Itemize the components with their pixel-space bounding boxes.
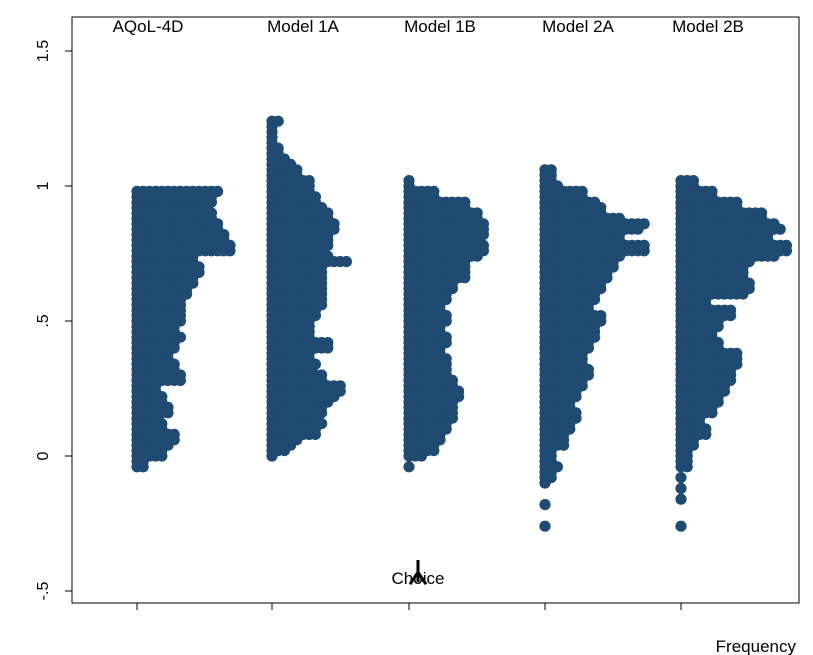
dot-markers	[131, 115, 793, 532]
data-point	[595, 310, 607, 322]
data-point	[272, 115, 284, 127]
data-point	[224, 245, 236, 257]
data-point	[725, 304, 737, 316]
y-tick-label: 1	[35, 181, 52, 190]
series-label: AQoL-4D	[113, 17, 184, 36]
y-tick-label: .5	[35, 314, 52, 327]
series-dots	[266, 115, 352, 462]
series-label: Model 2A	[542, 17, 614, 36]
data-point	[156, 450, 168, 462]
data-point	[303, 175, 315, 187]
data-point	[539, 499, 551, 511]
series-label: Model 1B	[404, 17, 476, 36]
data-point	[638, 218, 650, 230]
data-point	[539, 520, 551, 532]
x-axis-label: Frequency	[716, 637, 797, 655]
data-point	[403, 461, 415, 473]
data-point	[613, 212, 626, 224]
data-point	[174, 374, 186, 386]
series-dots	[403, 175, 489, 473]
data-point	[471, 207, 483, 219]
data-point	[675, 493, 687, 505]
data-point	[638, 239, 650, 251]
series-dots	[539, 164, 650, 532]
data-point	[340, 256, 352, 268]
y-axis: -.5 0 .5 1 1.5	[35, 40, 682, 610]
data-point	[780, 239, 793, 251]
data-point	[334, 380, 346, 392]
data-point	[428, 185, 440, 197]
annotation-text: Choice	[392, 569, 445, 588]
series-label: Model 2B	[672, 17, 744, 36]
data-point	[316, 369, 328, 381]
y-tick-label: 1.5	[35, 40, 52, 62]
data-point	[322, 337, 334, 349]
data-point	[675, 482, 687, 494]
data-point	[576, 185, 588, 197]
data-point	[589, 196, 601, 208]
data-point	[459, 196, 471, 208]
series-dots	[131, 185, 236, 473]
data-point	[137, 461, 149, 473]
data-point	[675, 520, 687, 532]
annotation-arrowhead	[408, 569, 428, 586]
data-point	[756, 207, 768, 219]
series-label: Model 1A	[267, 17, 339, 36]
series-dots	[675, 175, 793, 532]
data-point	[687, 175, 700, 187]
data-point	[162, 407, 174, 419]
annotations: Choice	[392, 560, 445, 588]
y-tick-label: 0	[35, 451, 52, 460]
data-point	[706, 185, 718, 197]
data-point	[768, 218, 780, 230]
data-point	[675, 472, 687, 484]
data-point	[545, 164, 557, 176]
column-labels: AQoL-4D Model 1A Model 1B Model 2A Model 2B	[113, 17, 744, 36]
data-point	[731, 347, 743, 359]
data-point	[731, 196, 743, 208]
y-tick-label: -.5	[35, 582, 52, 601]
data-point	[403, 175, 415, 187]
